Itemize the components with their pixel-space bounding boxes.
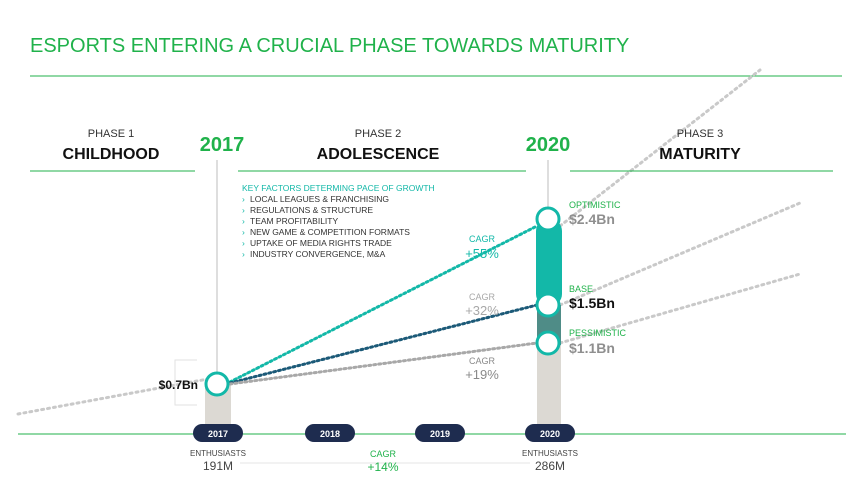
start-value-bracket: [174, 359, 197, 406]
timeline-year-2018: 2018: [320, 429, 340, 439]
timeline-pill-2017: [193, 424, 243, 442]
pessimistic-node: [535, 330, 561, 356]
enthusiasts-cagr-value: +14%: [367, 460, 398, 474]
start-node: [204, 371, 230, 397]
key-factors-heading: KEY FACTORS DETERMING PACE OF GROWTH: [242, 183, 435, 193]
phase-3-label: PHASE 3: [677, 128, 723, 140]
optimistic-node: [535, 206, 561, 232]
phase-3-name: MATURITY: [659, 146, 741, 163]
key-factor-item: LOCAL LEAGUES & FRANCHISING: [250, 194, 389, 204]
pessimistic-scenario-value: $1.1Bn: [569, 340, 615, 356]
phase-1-label: PHASE 1: [88, 128, 134, 140]
enthusiasts-start-value: 191M: [203, 459, 233, 473]
timeline-pill-2019: [415, 424, 465, 442]
key-factor-item: NEW GAME & COMPETITION FORMATS: [250, 227, 410, 237]
key-factor-item: TEAM PROFITABILITY: [250, 216, 338, 226]
key-factor-bullet: ›: [242, 238, 245, 248]
pessimistic-scenario-name: PESSIMISTIC: [569, 328, 627, 338]
key-factor-item: INDUSTRY CONVERGENCE, M&A: [250, 249, 386, 259]
background-trend-line: [16, 377, 210, 416]
timeline-year-2020: 2020: [540, 429, 560, 439]
base-cagr-label: CAGR: [469, 292, 496, 302]
key-factor-bullet: ›: [242, 227, 245, 237]
key-factor-bullet: ›: [242, 205, 245, 215]
year-header-start: 2017: [200, 134, 245, 156]
enthusiasts-end-label: ENTHUSIASTS: [522, 449, 578, 458]
optimistic-trend-extension: [558, 68, 762, 228]
pessimistic-cagr-label: CAGR: [469, 356, 496, 366]
phase-2-label: PHASE 2: [355, 128, 401, 140]
enthusiasts-start-label: ENTHUSIASTS: [190, 449, 246, 458]
start-value-label: $0.7Bn: [159, 378, 198, 392]
optimistic-scenario-name: OPTIMISTIC: [569, 200, 621, 210]
key-factor-item: UPTAKE OF MEDIA RIGHTS TRADE: [250, 238, 392, 248]
optimistic-cagr-value: +55%: [465, 246, 499, 261]
key-factor-bullet: ›: [242, 216, 245, 226]
timeline-year-2017: 2017: [208, 429, 228, 439]
year-header-end: 2020: [526, 134, 571, 156]
timeline-year-2019: 2019: [430, 429, 450, 439]
pessimistic-cagr-value: +19%: [465, 367, 499, 382]
phase-1-name: CHILDHOOD: [63, 146, 160, 163]
key-factor-bullet: ›: [242, 249, 245, 259]
optimistic-cagr-label: CAGR: [469, 234, 496, 244]
enthusiasts-end-value: 286M: [535, 459, 565, 473]
enthusiasts-cagr-label: CAGR: [370, 449, 397, 459]
optimistic-growth-line: [228, 224, 539, 384]
timeline-pill-2018: [305, 424, 355, 442]
timeline-year-pills: 2017 2018 2019 2020: [193, 424, 575, 442]
base-cagr-value: +32%: [465, 303, 499, 318]
phase-2-name: ADOLESCENCE: [317, 146, 440, 163]
pessimistic-growth-line: [228, 341, 539, 386]
key-factor-bullet: ›: [242, 194, 245, 204]
base-growth-line: [228, 303, 539, 385]
key-factors-list: › LOCAL LEAGUES & FRANCHISING › REGULATI…: [242, 194, 410, 259]
base-node: [535, 292, 561, 318]
timeline-pill-2020: [525, 424, 575, 442]
pessimistic-trend-extension: [558, 272, 802, 345]
base-scenario-value: $1.5Bn: [569, 295, 615, 311]
optimistic-scenario-value: $2.4Bn: [569, 211, 615, 227]
base-trend-extension: [558, 201, 802, 307]
optimistic-range-bar: [536, 219, 562, 306]
page-title: ESPORTS ENTERING A CRUCIAL PHASE TOWARDS…: [30, 35, 629, 57]
key-factor-item: REGULATIONS & STRUCTURE: [250, 205, 373, 215]
base-scenario-name: BASE: [569, 284, 593, 294]
